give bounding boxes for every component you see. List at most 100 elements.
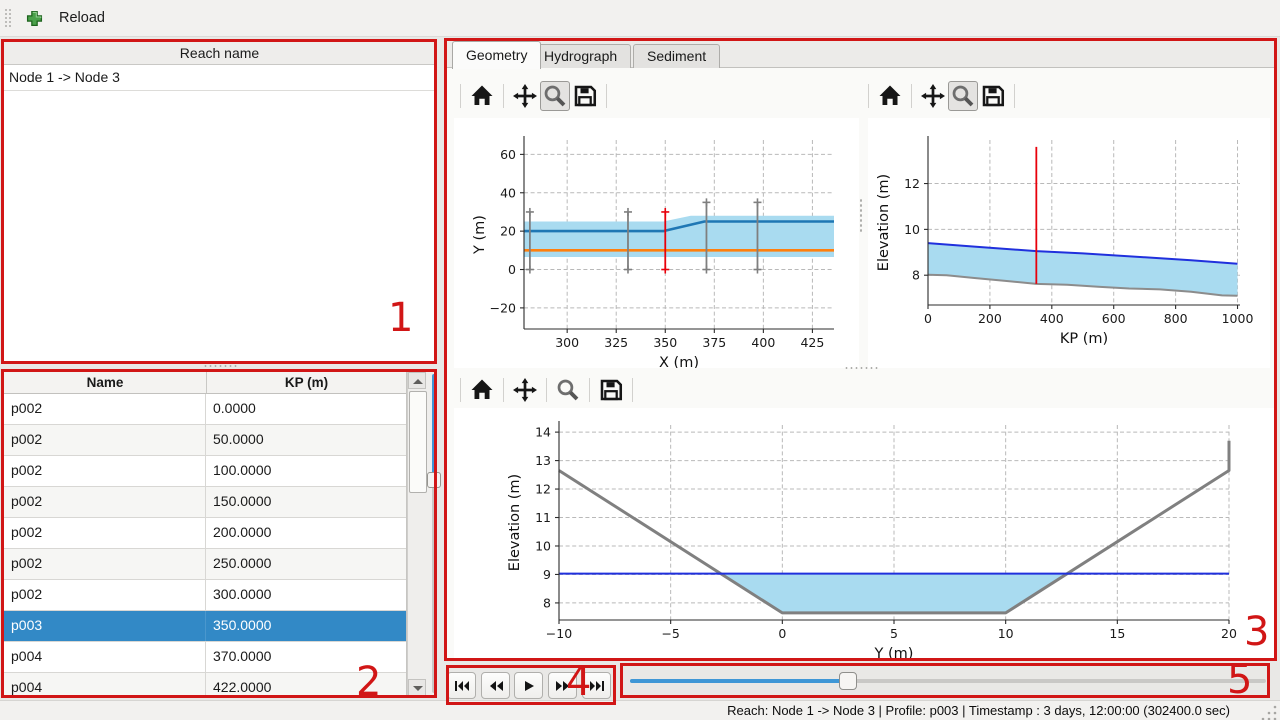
cell-name[interactable]: p002 (4, 549, 206, 579)
svg-text:8: 8 (543, 595, 551, 610)
cell-kp[interactable]: 100.0000 (213, 462, 272, 478)
arrow-down-icon (413, 686, 423, 691)
cell-kp[interactable]: 50.0000 (213, 431, 264, 447)
fast-forward-icon (555, 680, 569, 691)
table-row[interactable]: p002 200.0000 (4, 518, 406, 549)
reload-button[interactable]: Reload (20, 6, 111, 30)
pan-button[interactable] (510, 375, 540, 405)
pan-button[interactable] (918, 81, 948, 111)
pan-icon (513, 378, 537, 402)
cell-kp[interactable]: 0.0000 (213, 400, 256, 416)
scroll-up-button[interactable] (408, 372, 426, 389)
plan-chart-toolbar (454, 76, 613, 116)
cell-kp[interactable]: 370.0000 (213, 648, 272, 664)
svg-text:8: 8 (912, 268, 920, 283)
cell-name[interactable]: p004 (4, 673, 206, 696)
rewind-button[interactable] (481, 672, 510, 699)
cell-name[interactable]: p002 (4, 394, 206, 424)
vertical-slider-handle[interactable] (427, 472, 441, 488)
table-row[interactable]: p002 300.0000 (4, 580, 406, 611)
cell-kp[interactable]: 250.0000 (213, 555, 272, 571)
skip-to-start-button[interactable] (447, 672, 476, 699)
zoom-button[interactable] (948, 81, 978, 111)
svg-text:0: 0 (924, 311, 932, 326)
reach-list-item[interactable]: Node 1 -> Node 3 (4, 65, 435, 91)
cell-kp[interactable]: 300.0000 (213, 586, 272, 602)
svg-text:−10: −10 (546, 626, 572, 641)
skip-to-end-button[interactable] (582, 672, 611, 699)
cell-kp[interactable]: 422.0000 (213, 679, 272, 695)
skip-to-start-icon (454, 680, 469, 691)
cell-name[interactable]: p002 (4, 580, 206, 610)
table-row[interactable]: p002 100.0000 (4, 456, 406, 487)
table-row[interactable]: p002 0.0000 (4, 394, 406, 425)
fast-forward-button[interactable] (548, 672, 577, 699)
reload-label: Reload (59, 10, 105, 26)
home-icon (471, 379, 493, 399)
section-chart-toolbar (454, 370, 639, 410)
play-button[interactable] (514, 672, 543, 699)
toolbar-separator (503, 84, 504, 108)
svg-text:400: 400 (1040, 311, 1064, 326)
svg-text:13: 13 (535, 453, 551, 468)
toolbar-separator (460, 84, 461, 108)
cell-kp[interactable]: 150.0000 (213, 493, 272, 509)
table-row[interactable]: p002 150.0000 (4, 487, 406, 518)
svg-text:60: 60 (500, 147, 516, 162)
plan-chart[interactable]: 300 325 350 375 400 425 −20 0 20 40 60 X (m) Y (m) (454, 118, 859, 368)
column-header-name[interactable]: Name (4, 372, 207, 393)
time-slider-track[interactable] (630, 679, 1266, 683)
cell-name[interactable]: p002 (4, 487, 206, 517)
pan-button[interactable] (510, 81, 540, 111)
zoom-button[interactable] (553, 375, 583, 405)
toolbar-separator (503, 378, 504, 402)
svg-text:Y (m): Y (m) (874, 646, 914, 660)
home-button[interactable] (467, 375, 497, 405)
table-row[interactable]: p002 50.0000 (4, 425, 406, 456)
home-button[interactable] (467, 81, 497, 111)
save-button[interactable] (570, 81, 600, 111)
pan-icon (513, 84, 537, 108)
time-slider-handle[interactable] (839, 672, 857, 690)
plus-icon (26, 10, 43, 27)
save-icon (574, 85, 597, 107)
cell-name[interactable]: p002 (4, 456, 206, 486)
home-button[interactable] (875, 81, 905, 111)
cell-name[interactable]: p003 (4, 611, 206, 641)
cell-name[interactable]: p004 (4, 642, 206, 672)
toolbar-separator (546, 378, 547, 402)
svg-text:12: 12 (535, 482, 551, 497)
section-chart[interactable]: −10 −5 0 5 10 15 20 8 9 10 11 12 13 14 Y (m) Elevation … (454, 408, 1274, 660)
save-button[interactable] (978, 81, 1008, 111)
zoom-button[interactable] (540, 81, 570, 111)
resize-grip[interactable] (1260, 704, 1278, 720)
table-row[interactable]: p004 422.0000 (4, 673, 406, 696)
tab-hydrograph[interactable]: Hydrograph (530, 44, 632, 68)
cell-name[interactable]: p002 (4, 518, 206, 548)
svg-text:20: 20 (1221, 626, 1237, 641)
tab-bar: Geometry Hydrograph Sediment (446, 40, 1276, 69)
tab-geometry[interactable]: Geometry (452, 41, 542, 69)
scrollbar-thumb[interactable] (409, 391, 427, 493)
cell-kp[interactable]: 350.0000 (213, 617, 272, 633)
cell-name[interactable]: p002 (4, 425, 206, 455)
cell-kp[interactable]: 200.0000 (213, 524, 272, 540)
table-row[interactable]: p003 350.0000 (4, 611, 406, 642)
profile-position-slider-vertical[interactable] (427, 372, 441, 696)
toolbar-drag-handle[interactable] (4, 8, 13, 29)
profile-chart[interactable]: 0 200 400 600 800 1000 8 10 12 KP (m) Elevation (m… (868, 118, 1270, 368)
tab-sediment[interactable]: Sediment (633, 44, 721, 68)
save-button[interactable] (596, 375, 626, 405)
save-icon (982, 85, 1005, 107)
table-row[interactable]: p004 370.0000 (4, 642, 406, 673)
column-header-kp[interactable]: KP (m) (284, 375, 329, 390)
table-scrollbar[interactable] (407, 372, 427, 696)
status-bar: Reach: Node 1 -> Node 3 | Profile: p003 … (0, 700, 1280, 720)
svg-text:10: 10 (904, 222, 920, 237)
vertical-splitter-handle[interactable] (859, 198, 863, 232)
main-toolbar: Reload (0, 0, 1280, 37)
horizontal-splitter-handle[interactable] (203, 364, 237, 368)
scroll-down-button[interactable] (408, 679, 426, 696)
table-row[interactable]: p002 250.0000 (4, 549, 406, 580)
horizontal-splitter-handle[interactable] (844, 366, 878, 370)
